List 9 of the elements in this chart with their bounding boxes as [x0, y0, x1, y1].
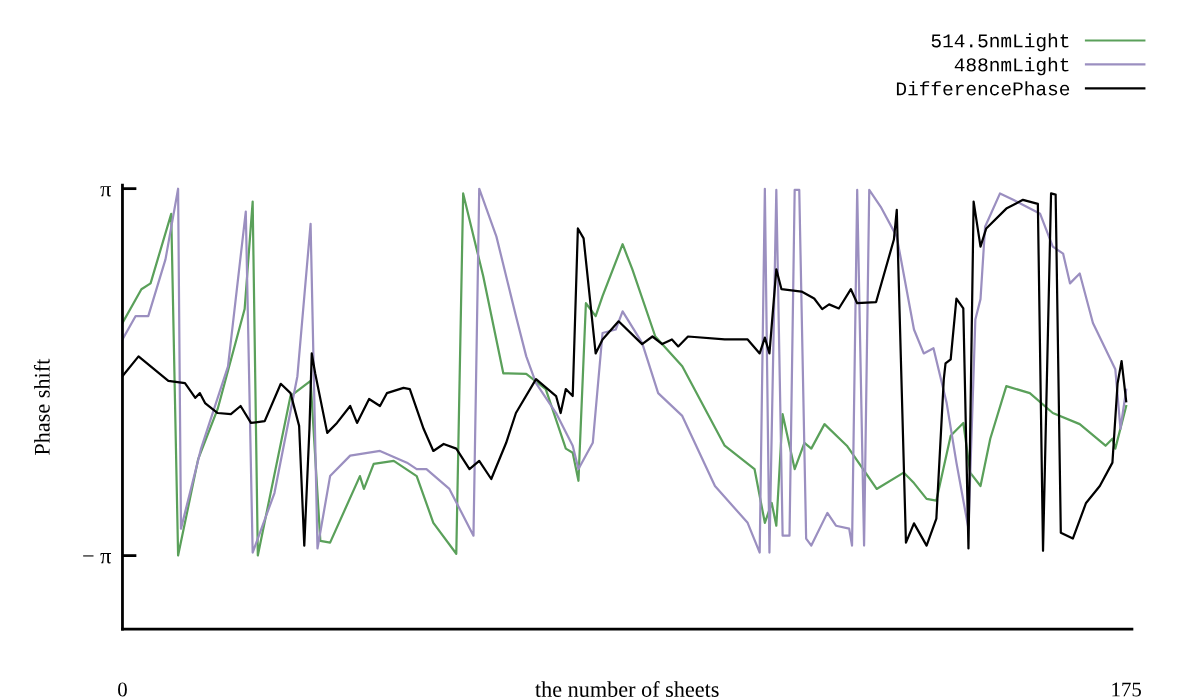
x-axis-title: the number of sheets	[535, 681, 719, 697]
y-tick-label: − π	[83, 553, 112, 564]
x-tick-label: 0	[118, 682, 127, 697]
legend-label: 514.5nmLight	[931, 33, 1069, 52]
legend-label: 488nmLight	[954, 57, 1069, 76]
legend-label: DifferencePhase	[896, 81, 1070, 96]
y-axis-title: Phase shift	[33, 358, 50, 455]
x-tick-label: 175	[1112, 682, 1141, 697]
y-tick-label: π	[100, 186, 112, 197]
